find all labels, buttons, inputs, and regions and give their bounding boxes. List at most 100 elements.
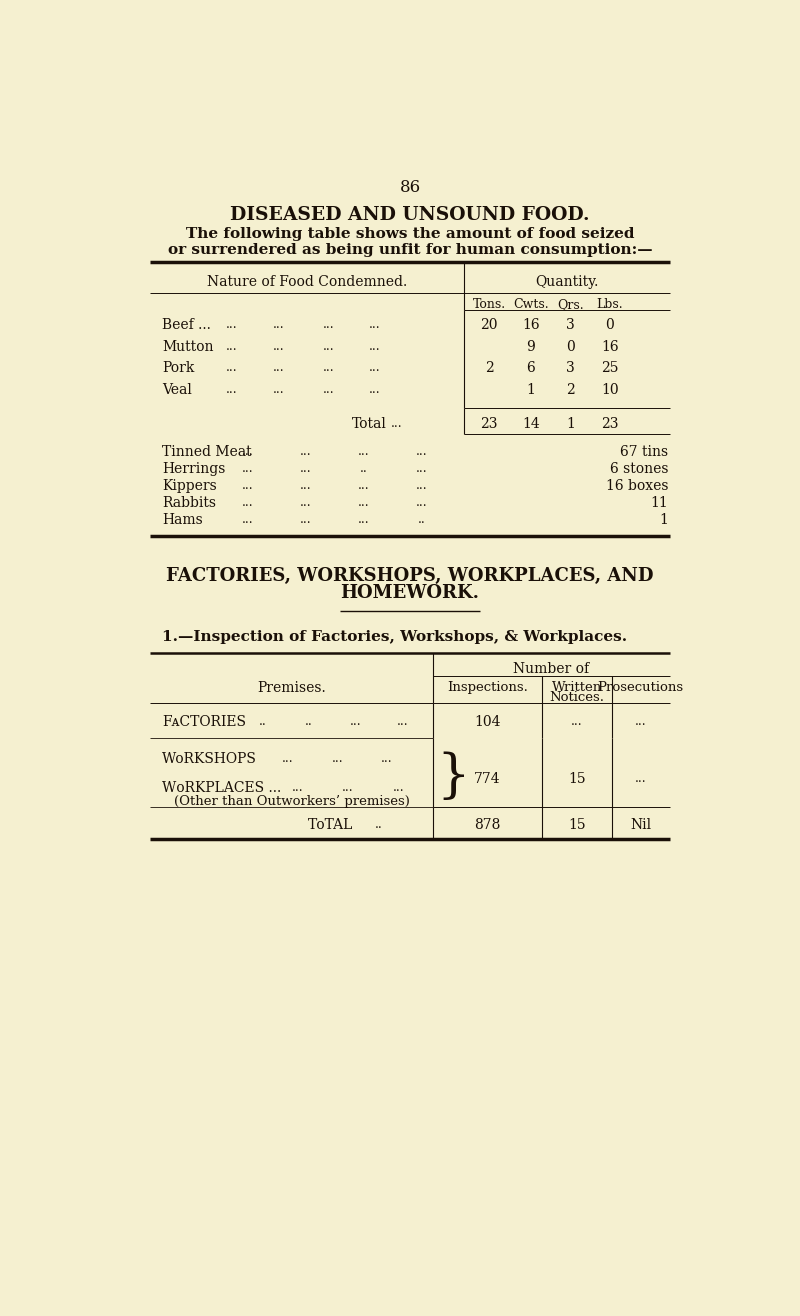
Text: 6 stones: 6 stones (610, 462, 668, 476)
Text: ...: ... (390, 417, 402, 430)
Text: 1: 1 (526, 383, 535, 396)
Text: 0: 0 (566, 340, 574, 354)
Text: Cwts.: Cwts. (513, 297, 549, 311)
Text: 16: 16 (601, 340, 618, 354)
Text: ...: ... (393, 780, 404, 794)
Text: }: } (436, 751, 470, 803)
Text: ...: ... (299, 496, 311, 509)
Text: 23: 23 (480, 417, 498, 432)
Text: ...: ... (634, 715, 646, 728)
Text: ...: ... (226, 383, 238, 396)
Text: WᴏRKSHOPS: WᴏRKSHOPS (162, 751, 257, 766)
Text: Hams: Hams (162, 513, 202, 526)
Text: ...: ... (226, 361, 238, 374)
Text: 774: 774 (474, 772, 501, 787)
Text: 25: 25 (602, 361, 618, 375)
Text: ...: ... (370, 383, 381, 396)
Text: 20: 20 (480, 318, 498, 332)
Text: 16: 16 (522, 318, 540, 332)
Text: ...: ... (242, 462, 253, 475)
Text: 104: 104 (474, 715, 501, 729)
Text: DISEASED AND UNSOUND FOOD.: DISEASED AND UNSOUND FOOD. (230, 205, 590, 224)
Text: 23: 23 (602, 417, 618, 432)
Text: Premises.: Premises. (258, 680, 326, 695)
Text: ...: ... (226, 318, 238, 332)
Text: ...: ... (358, 513, 370, 526)
Text: ...: ... (342, 780, 354, 794)
Text: ...: ... (323, 340, 334, 353)
Text: 0: 0 (606, 318, 614, 332)
Text: ..: .. (360, 462, 367, 475)
Text: 15: 15 (568, 817, 586, 832)
Text: ...: ... (416, 462, 427, 475)
Text: 3: 3 (566, 361, 574, 375)
Text: ...: ... (273, 383, 284, 396)
Text: Written: Written (551, 680, 602, 694)
Text: Lbs.: Lbs. (597, 297, 623, 311)
Text: Notices.: Notices. (549, 691, 604, 704)
Text: 3: 3 (566, 318, 574, 332)
Text: Nature of Food Condemned.: Nature of Food Condemned. (207, 275, 407, 290)
Text: ...: ... (358, 496, 370, 509)
Text: 16 boxes: 16 boxes (606, 479, 668, 494)
Text: ...: ... (273, 340, 284, 353)
Text: 10: 10 (601, 383, 618, 396)
Text: ..: .. (306, 715, 313, 728)
Text: ...: ... (634, 772, 646, 786)
Text: Nil: Nil (630, 817, 651, 832)
Text: ..: .. (375, 817, 383, 830)
Text: Pork: Pork (162, 361, 194, 375)
Text: Prosecutions: Prosecutions (598, 680, 684, 694)
Text: ...: ... (242, 513, 253, 526)
Text: ...: ... (299, 462, 311, 475)
Text: ...: ... (299, 479, 311, 492)
Text: 11: 11 (650, 496, 668, 511)
Text: ...: ... (370, 361, 381, 374)
Text: WᴏRKPLACES ...: WᴏRKPLACES ... (162, 780, 282, 795)
Text: ...: ... (226, 340, 238, 353)
Text: ...: ... (273, 318, 284, 332)
Text: ...: ... (358, 445, 370, 458)
Text: Qrs.: Qrs. (557, 297, 584, 311)
Text: ...: ... (242, 496, 253, 509)
Text: ..: .. (418, 513, 426, 526)
Text: ...: ... (299, 445, 311, 458)
Text: Inspections.: Inspections. (447, 680, 528, 694)
Text: 86: 86 (399, 179, 421, 196)
Text: 1: 1 (659, 513, 668, 526)
Text: ...: ... (242, 445, 253, 458)
Text: ...: ... (350, 715, 362, 728)
Text: 9: 9 (526, 340, 535, 354)
Text: TᴏTAL: TᴏTAL (308, 817, 354, 832)
Text: ...: ... (571, 715, 582, 728)
Text: Mutton: Mutton (162, 340, 214, 354)
Text: FACTORIES, WORKSHOPS, WORKPLACES, AND: FACTORIES, WORKSHOPS, WORKPLACES, AND (166, 567, 654, 584)
Text: or surrendered as being unfit for human consumption:—: or surrendered as being unfit for human … (168, 242, 652, 257)
Text: ...: ... (273, 361, 284, 374)
Text: ...: ... (299, 513, 311, 526)
Text: Kippers: Kippers (162, 479, 217, 494)
Text: ...: ... (416, 479, 427, 492)
Text: FᴀCTORIES: FᴀCTORIES (162, 715, 246, 729)
Text: ...: ... (416, 445, 427, 458)
Text: Herrings: Herrings (162, 462, 226, 476)
Text: 878: 878 (474, 817, 501, 832)
Text: Beef ...: Beef ... (162, 318, 211, 332)
Text: The following table shows the amount of food seized: The following table shows the amount of … (186, 228, 634, 241)
Text: ...: ... (397, 715, 408, 728)
Text: ...: ... (323, 383, 334, 396)
Text: ...: ... (323, 361, 334, 374)
Text: 6: 6 (526, 361, 535, 375)
Text: HOMEWORK.: HOMEWORK. (341, 584, 479, 601)
Text: ...: ... (358, 479, 370, 492)
Text: ...: ... (292, 780, 303, 794)
Text: Number of: Number of (514, 662, 590, 676)
Text: ...: ... (381, 751, 393, 765)
Text: 14: 14 (522, 417, 540, 432)
Text: ...: ... (370, 340, 381, 353)
Text: Tons.: Tons. (473, 297, 506, 311)
Text: 1: 1 (566, 417, 575, 432)
Text: Total: Total (352, 417, 386, 432)
Text: 15: 15 (568, 772, 586, 787)
Text: 2: 2 (566, 383, 574, 396)
